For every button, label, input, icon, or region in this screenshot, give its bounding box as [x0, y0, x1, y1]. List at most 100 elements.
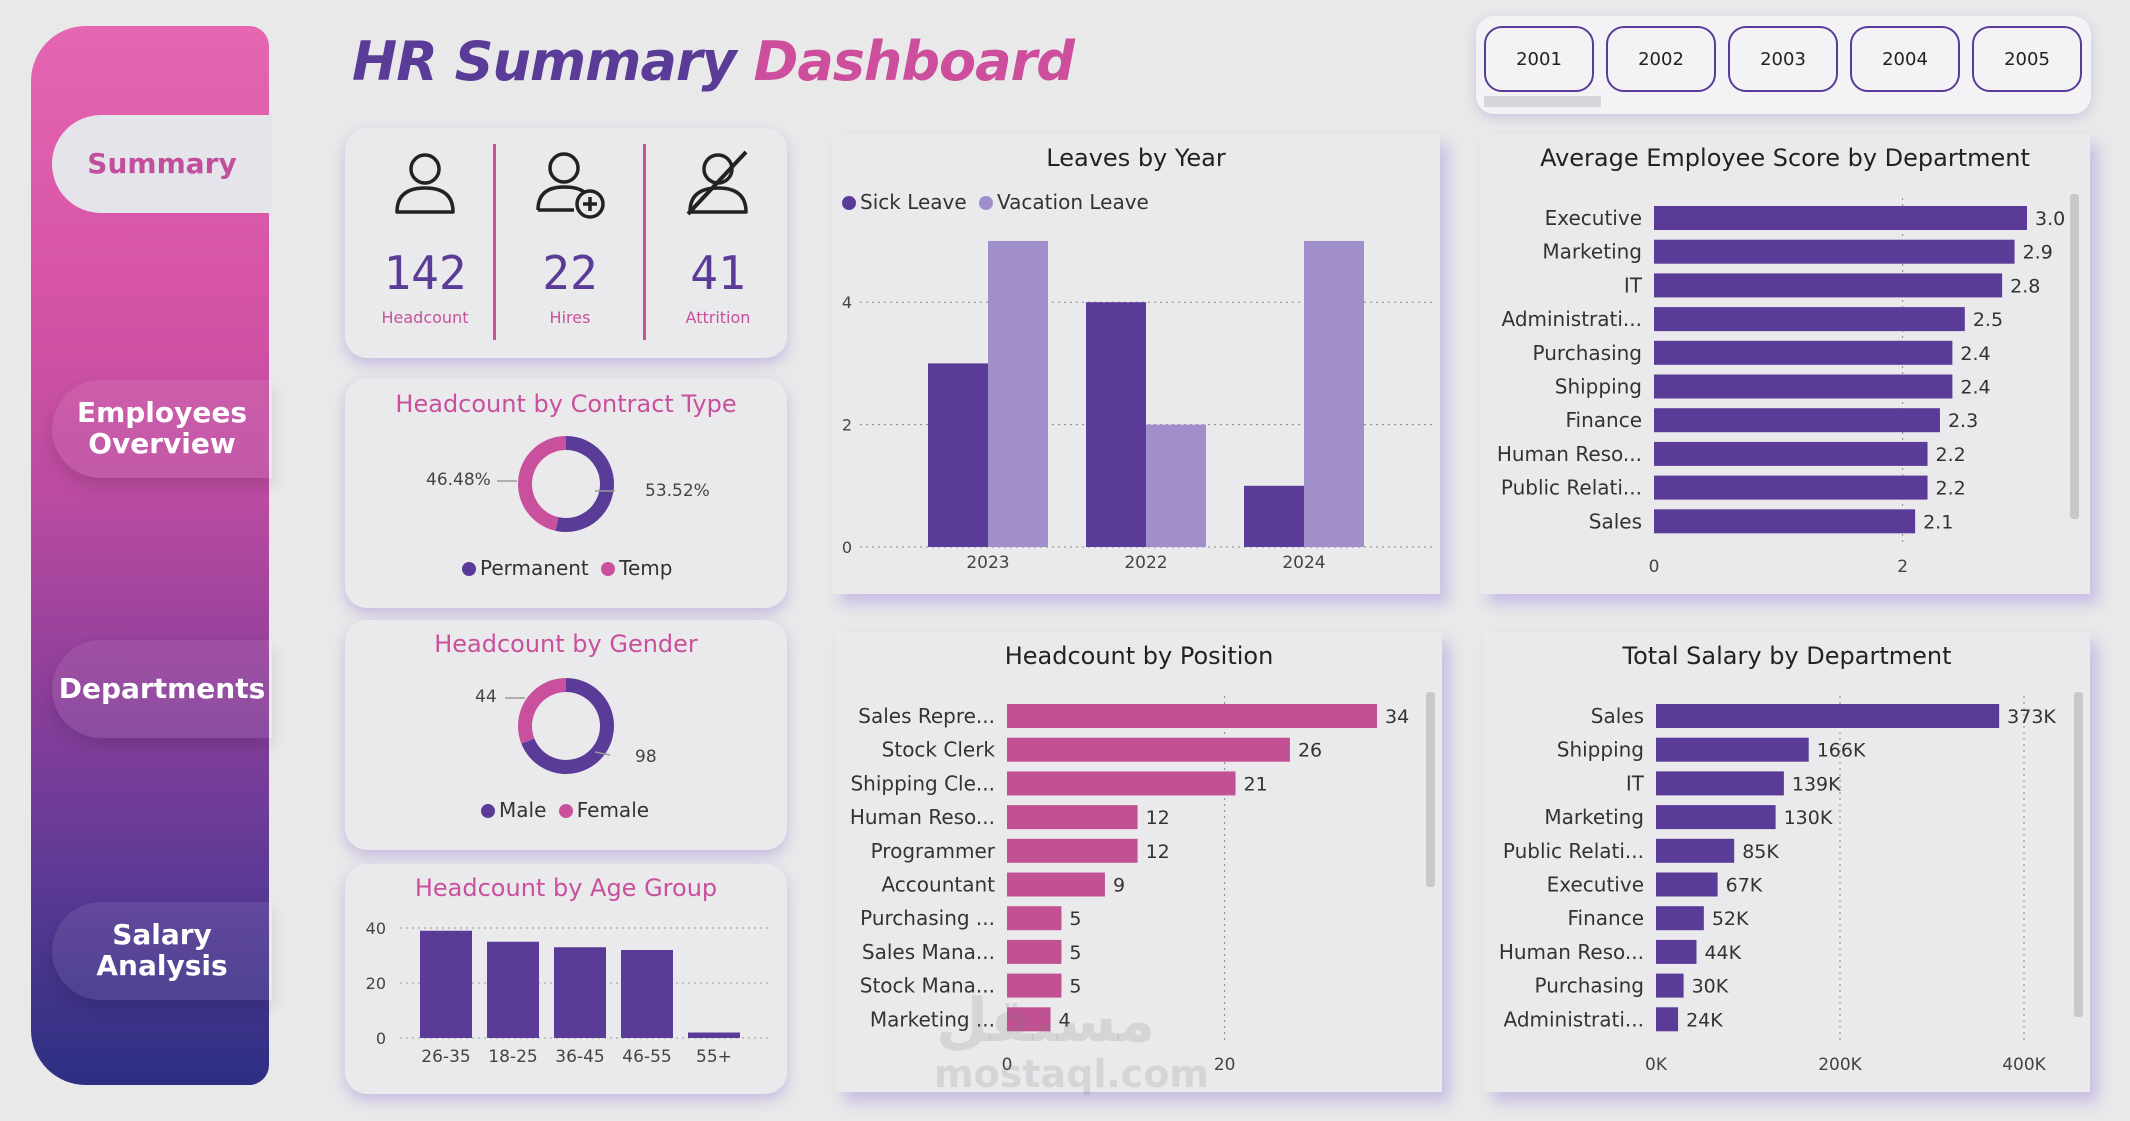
score-bar[interactable]	[1654, 273, 2003, 298]
salary-bar[interactable]	[1656, 704, 2000, 728]
watermark-arabic: مستقل	[936, 986, 1156, 1056]
y-tick-label: 40	[366, 919, 386, 938]
score-bar[interactable]	[1654, 509, 1916, 534]
x-tick-label: 36-45	[555, 1047, 604, 1067]
position-bar-chart[interactable]: 0 20 Sales Repre... 34 Stock Clerk 26 Shipping…	[836, 632, 1442, 1092]
data-label: 2.5	[1973, 309, 2003, 331]
position-bar[interactable]	[1007, 973, 1062, 998]
nav-summary[interactable]: Summary	[52, 115, 272, 213]
score-bar[interactable]	[1654, 475, 1928, 500]
leave-bar-2023-vacation-leave[interactable]	[988, 241, 1048, 547]
category-label: Sales	[1591, 704, 1644, 728]
panel-title: Leaves by Year	[1046, 144, 1226, 172]
year-button-2003[interactable]: 2003	[1728, 26, 1838, 92]
category-label: Finance	[1565, 408, 1642, 432]
kpi-label: Attrition	[685, 308, 751, 327]
position-panel: Headcount by Position 0 20 Sales Repre... 3…	[836, 632, 1442, 1092]
category-label: Purchasing	[1533, 341, 1642, 365]
category-label: Shipping	[1555, 375, 1642, 399]
score-bar[interactable]	[1654, 340, 1953, 365]
kpi-divider	[643, 144, 646, 340]
score-bar[interactable]	[1654, 239, 2015, 264]
age-bar-36-45[interactable]	[554, 947, 606, 1038]
data-label: 34	[1385, 706, 1409, 728]
data-label: 5	[1069, 942, 1081, 964]
age-bar-chart[interactable]: 0 20 40 26-35 18-25 36-45 46-55 55+	[345, 864, 787, 1094]
leave-bar-2022-sick-leave[interactable]	[1086, 302, 1146, 547]
position-bar[interactable]	[1007, 939, 1062, 964]
year-button-2002[interactable]: 2002	[1606, 26, 1716, 92]
score-bar[interactable]	[1654, 307, 1965, 332]
x-tick-label: 400K	[2002, 1055, 2046, 1075]
position-bar[interactable]	[1007, 1007, 1051, 1032]
category-label: IT	[1626, 771, 1645, 795]
legend-label: Vacation Leave	[997, 190, 1149, 214]
donut-slice-male[interactable]	[521, 678, 614, 774]
donut-slice-temp[interactable]	[518, 436, 566, 531]
score-scrollbar[interactable]	[2070, 194, 2079, 519]
salary-bar[interactable]	[1656, 872, 1718, 897]
leave-bar-2024-sick-leave[interactable]	[1244, 485, 1304, 547]
salary-bar-chart[interactable]: 0K 200K 400K Sales 373K Shipping 166K IT 139K Mar…	[1484, 632, 2090, 1092]
score-bar[interactable]	[1654, 374, 1953, 399]
year-button-2001[interactable]: 2001	[1484, 26, 1594, 92]
position-bar[interactable]	[1007, 872, 1105, 897]
leaves-bar-chart[interactable]: 0 2 4 2023 2022 2024	[832, 134, 1440, 594]
kpi-divider	[493, 144, 496, 340]
position-bar[interactable]	[1007, 805, 1138, 830]
nav-employees-overview[interactable]: Employees Overview	[52, 380, 272, 478]
donut-slice-female[interactable]	[518, 678, 566, 744]
age-bar-26-35[interactable]	[420, 930, 472, 1038]
salary-bar[interactable]	[1656, 805, 1776, 830]
data-label: 2.8	[2010, 275, 2040, 297]
salary-bar[interactable]	[1656, 906, 1704, 931]
x-tick-label: 2022	[1124, 553, 1167, 573]
data-label: 4	[1059, 1009, 1071, 1031]
contract-legend: Permanent Temp	[462, 556, 672, 580]
slicer-scrollbar[interactable]	[1484, 96, 1601, 107]
score-bar-chart[interactable]: 0 2 Executive 3.0 Marketing 2.9 IT 2.8 Administr…	[1480, 134, 2090, 594]
contract-donut-chart[interactable]	[345, 378, 787, 608]
year-button-2004[interactable]: 2004	[1850, 26, 1960, 92]
panel-title: Headcount by Position	[1004, 642, 1274, 670]
nav-departments[interactable]: Departments	[52, 640, 272, 738]
leave-bar-2024-vacation-leave[interactable]	[1304, 241, 1364, 547]
category-label: Executive	[1545, 206, 1642, 230]
card-title: Headcount by Contract Type	[395, 390, 737, 418]
position-scrollbar[interactable]	[1426, 692, 1435, 887]
gender-card: Headcount by Gender 44 98 Male Female	[345, 620, 787, 850]
year-button-2005[interactable]: 2005	[1972, 26, 2082, 92]
position-bar[interactable]	[1007, 906, 1062, 931]
position-bar[interactable]	[1007, 771, 1236, 796]
nav-salary-analysis[interactable]: Salary Analysis	[52, 902, 272, 1000]
leave-bar-2022-vacation-leave[interactable]	[1146, 424, 1206, 547]
salary-bar[interactable]	[1656, 939, 1697, 964]
score-bar[interactable]	[1654, 441, 1928, 466]
data-label: 12	[1146, 841, 1170, 863]
age-bar-46-55[interactable]	[621, 950, 673, 1038]
score-bar[interactable]	[1654, 206, 2027, 230]
score-bar[interactable]	[1654, 408, 1940, 433]
position-bar[interactable]	[1007, 737, 1290, 762]
panel-title: Average Employee Score by Department	[1540, 144, 2030, 172]
leave-bar-2023-sick-leave[interactable]	[928, 363, 988, 547]
salary-bar[interactable]	[1656, 973, 1684, 998]
donut-slice-permanent[interactable]	[555, 436, 614, 532]
data-label: 5	[1069, 908, 1081, 930]
salary-bar[interactable]	[1656, 737, 1809, 762]
gender-donut-chart[interactable]	[345, 620, 787, 850]
position-bar[interactable]	[1007, 704, 1377, 728]
position-bar[interactable]	[1007, 838, 1138, 863]
salary-bar[interactable]	[1656, 1007, 1679, 1032]
age-bar-18-25[interactable]	[487, 941, 539, 1038]
category-label: Shipping Cle...	[850, 771, 995, 795]
data-label: 67K	[1726, 875, 1763, 897]
y-tick-label: 0	[376, 1029, 386, 1048]
salary-scrollbar[interactable]	[2074, 692, 2083, 1017]
salary-bar[interactable]	[1656, 771, 1784, 796]
kpi-card: 142 Headcount 22 Hires 41 Attrition	[345, 128, 787, 358]
age-bar-55+[interactable]	[688, 1032, 740, 1039]
x-tick-label: 46-55	[622, 1047, 671, 1067]
data-label: 2.2	[1936, 478, 1966, 500]
salary-bar[interactable]	[1656, 838, 1735, 863]
